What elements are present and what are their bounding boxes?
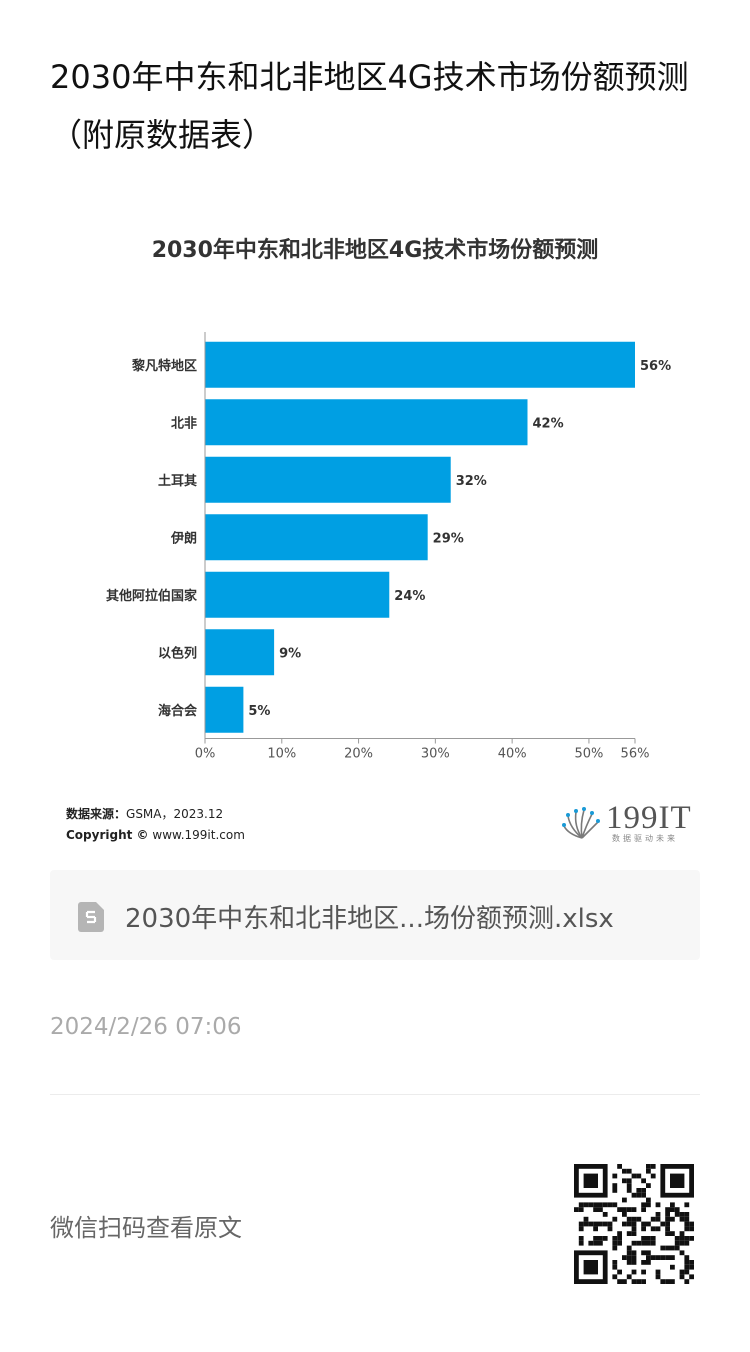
- chart-figure: 2030年中东和北非地区4G技术市场份额预测 黎凡特地区 56% 北非 42% 土耳其 3…: [50, 208, 700, 858]
- bar: [205, 629, 275, 676]
- x-tick-label: 10%: [267, 747, 296, 762]
- qr-code-icon[interactable]: [574, 1164, 694, 1284]
- copyright-label: Copyright ©: [66, 828, 149, 842]
- x-tick-label: 0%: [195, 747, 216, 762]
- data-label: 29%: [433, 531, 464, 546]
- x-tick-label: 40%: [498, 747, 527, 762]
- publish-timestamp: 2024/2/26 07:06: [50, 1014, 242, 1040]
- x-tick-label: 50%: [574, 747, 603, 762]
- divider: [50, 1094, 700, 1095]
- category-label: 海合会: [158, 703, 198, 719]
- chart-title: 2030年中东和北非地区4G技术市场份额预测: [151, 238, 599, 263]
- read-original-prompt: 微信扫码查看原文: [50, 1214, 242, 1242]
- copyright-text: www.199it.com: [152, 828, 245, 842]
- dandelion-logo-icon: [562, 807, 600, 839]
- x-tick-label: 56%: [621, 747, 650, 762]
- category-label: 伊朗: [170, 530, 197, 546]
- data-label: 32%: [456, 474, 487, 489]
- attachment-filename: 2030年中东和北非地区...场份额预测.xlsx: [125, 904, 614, 934]
- logo-text: 199IT: [606, 800, 692, 836]
- bar-chart: 黎凡特地区 56% 北非 42% 土耳其 32% 伊朗 29% 其他阿拉伯国家 24% 以色列 9% 海…: [106, 332, 671, 762]
- category-label: 黎凡特地区: [132, 358, 197, 374]
- article-title: 2030年中东和北非地区4G技术市场份额预测（附原数据表）: [50, 58, 689, 154]
- bar: [205, 686, 244, 733]
- category-label: 以色列: [158, 645, 197, 661]
- attachment-file-card[interactable]: 2030年中东和北非地区...场份额预测.xlsx: [50, 870, 700, 960]
- data-label: 9%: [279, 646, 301, 661]
- category-label: 其他阿拉伯国家: [106, 588, 198, 604]
- source-label: 数据来源：: [66, 807, 127, 821]
- data-label: 24%: [394, 589, 425, 604]
- bar: [205, 399, 528, 446]
- x-tick-label: 20%: [344, 747, 373, 762]
- x-tick-label: 30%: [421, 747, 450, 762]
- bar: [205, 514, 428, 561]
- bar: [205, 341, 635, 388]
- bar: [205, 456, 451, 503]
- data-label: 5%: [248, 704, 270, 719]
- source-note: 数据来源：GSMA，2023.12 Copyright © www.199it.…: [66, 804, 245, 846]
- logo-tagline: 数据驱动未来: [612, 834, 678, 843]
- category-label: 土耳其: [158, 473, 197, 489]
- category-label: 北非: [171, 415, 197, 431]
- data-label: 42%: [533, 416, 564, 431]
- brand-logo: 199IT 数据驱动未来: [560, 798, 700, 846]
- data-label: 56%: [640, 359, 671, 374]
- bar: [205, 571, 390, 618]
- spreadsheet-file-icon: [78, 902, 104, 932]
- source-text: GSMA，2023.12: [126, 807, 224, 821]
